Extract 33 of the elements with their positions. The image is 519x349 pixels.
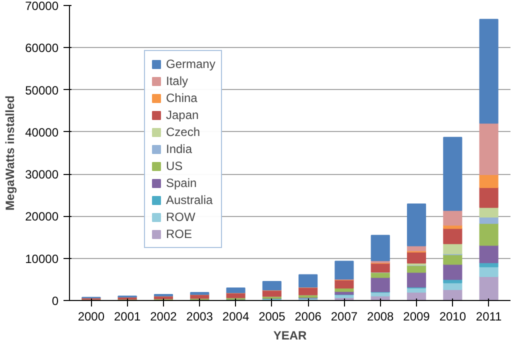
x-tick-label: 2007 <box>330 310 358 324</box>
y-tick-label: 20000 <box>25 210 59 224</box>
x-axis-title: YEAR <box>273 328 308 342</box>
y-axis-title: MegaWatts installed <box>3 96 18 210</box>
x-tick-label: 2011 <box>476 310 502 324</box>
legend-label: China <box>166 91 198 105</box>
x-tick-label: 2005 <box>258 310 286 324</box>
y-tick-label: 40000 <box>25 125 59 140</box>
legend-label: Japan <box>166 108 199 122</box>
x-tick-label: 2009 <box>403 310 430 324</box>
x-tick-label: 2010 <box>439 310 466 324</box>
x-tick-label: 2008 <box>367 310 394 324</box>
legend-label: Czech <box>166 125 200 139</box>
legend-label: Germany <box>166 57 216 71</box>
legend-label: Spain <box>166 176 197 190</box>
legend-label: Italy <box>166 74 188 88</box>
legend-label: US <box>166 159 184 173</box>
legend-label: Australia <box>166 193 213 207</box>
x-tick-label: 2000 <box>78 310 105 324</box>
x-tick-label: 2002 <box>150 310 178 324</box>
x-tick-label: 2003 <box>186 310 214 324</box>
x-tick-label: 2004 <box>222 310 250 324</box>
y-tick-label: 0 <box>52 294 59 308</box>
y-tick-label: 50000 <box>25 83 59 98</box>
legend-label: ROE <box>166 227 192 241</box>
y-tick-label: 60000 <box>25 41 59 56</box>
y-tick-label: 70000 <box>25 0 59 13</box>
legend-label: ROW <box>166 210 196 224</box>
x-tick-label: 2006 <box>294 310 322 324</box>
legend-label: India <box>166 142 192 156</box>
y-tick-label: 10000 <box>25 252 59 266</box>
x-tick-label: 2001 <box>114 310 142 324</box>
y-tick-label: 30000 <box>25 168 59 182</box>
